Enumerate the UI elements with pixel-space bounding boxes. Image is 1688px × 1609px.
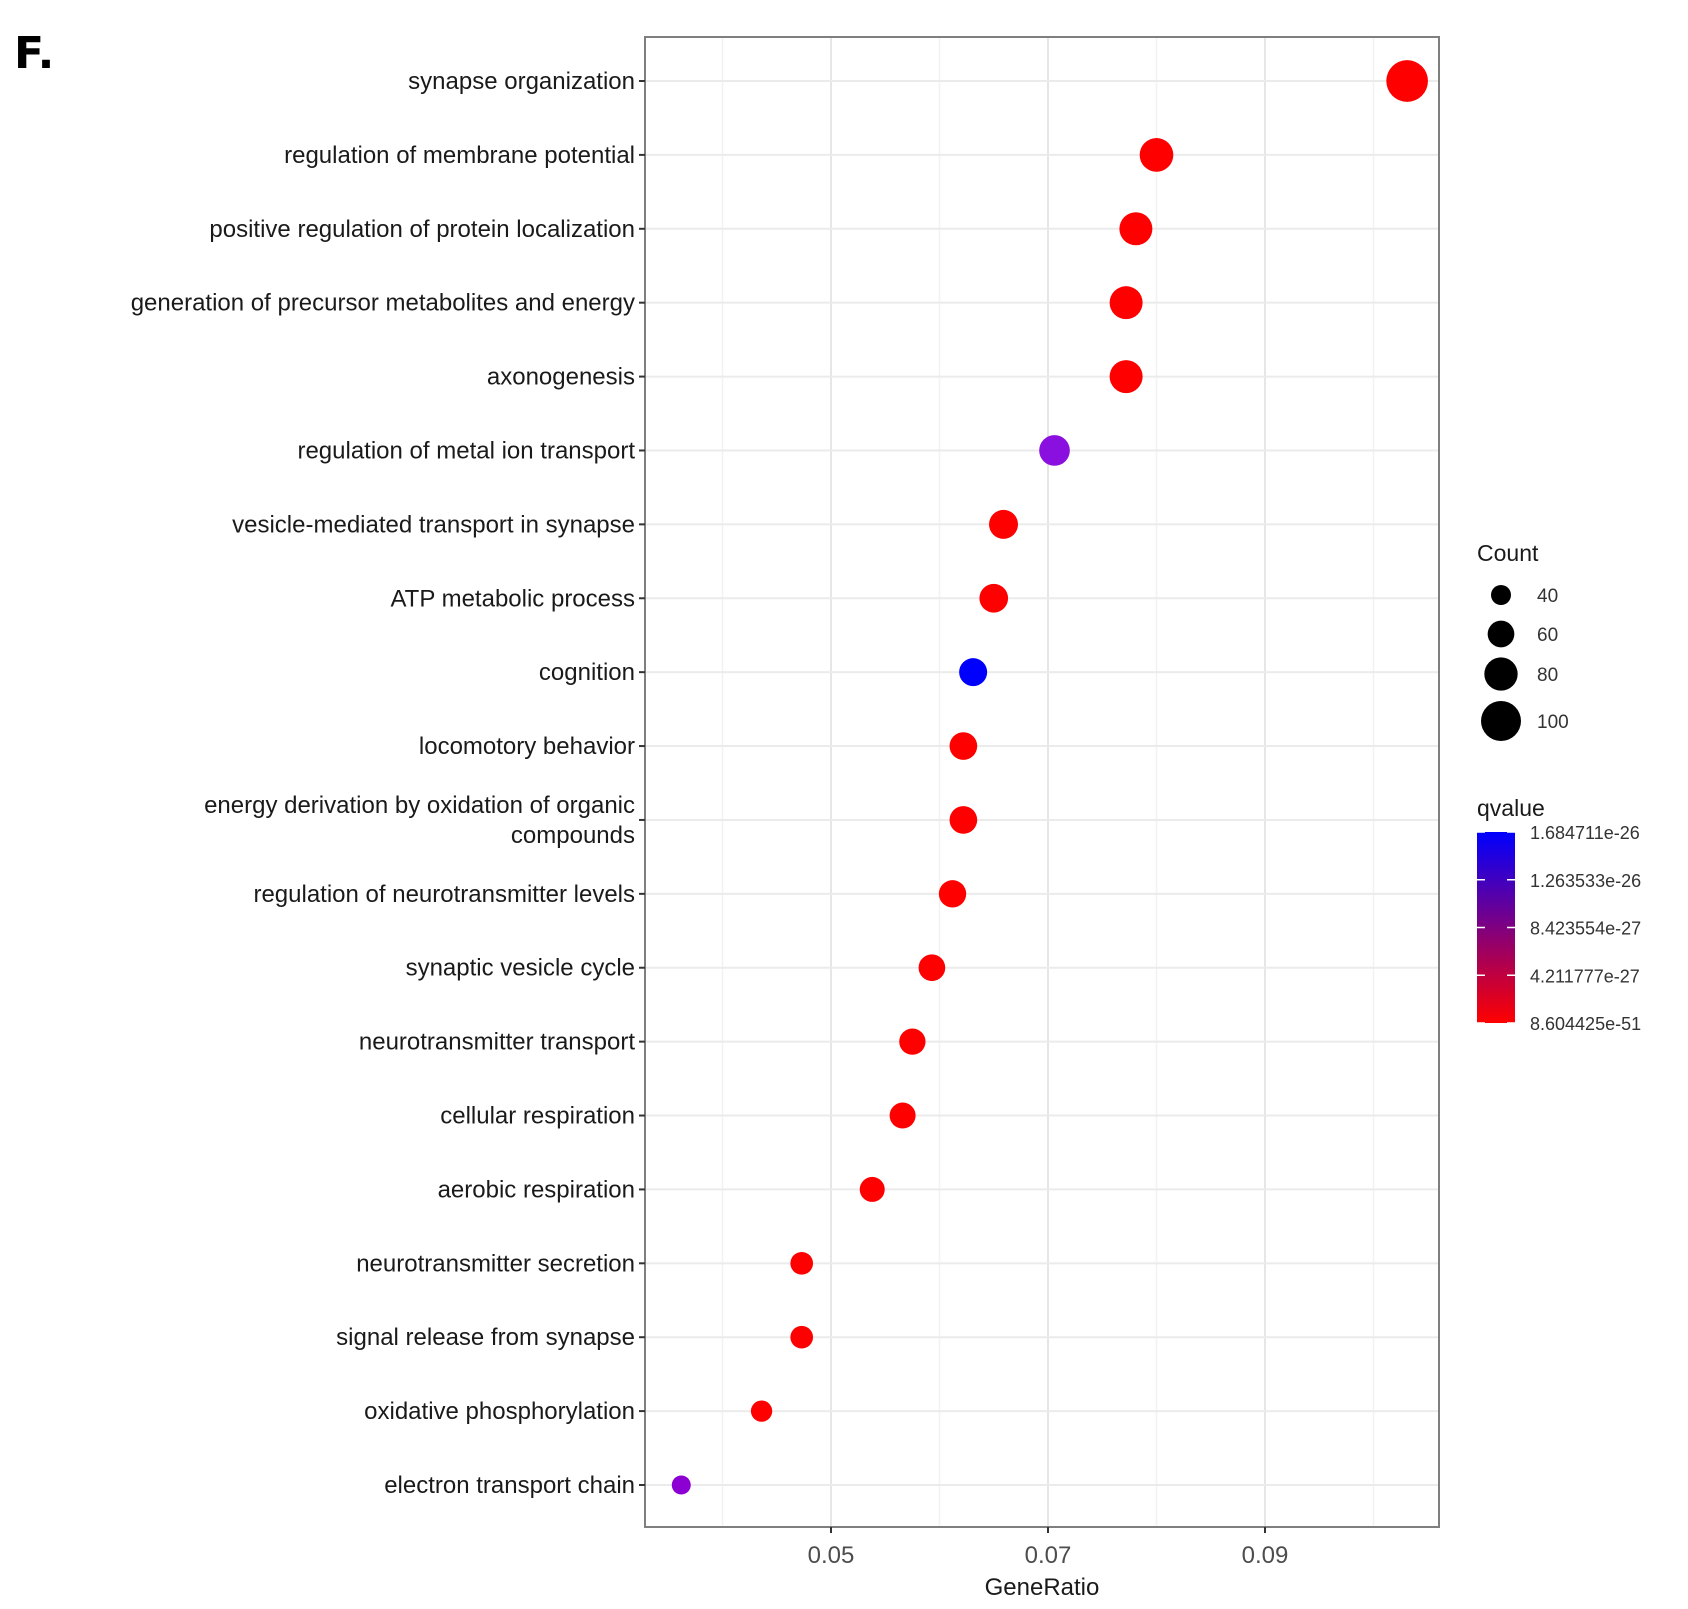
y-axis: synapse organization regulation of membra… bbox=[131, 68, 645, 1499]
y-tick-label: regulation of membrane potential bbox=[284, 142, 635, 169]
count-legend-key bbox=[1481, 701, 1521, 741]
data-point bbox=[959, 658, 988, 687]
y-tick-label: electron transport chain bbox=[384, 1472, 635, 1499]
count-legend: Count 40 60 80 100 bbox=[1477, 540, 1569, 741]
data-point bbox=[859, 1176, 885, 1202]
data-point bbox=[979, 583, 1009, 613]
data-point bbox=[1119, 212, 1153, 246]
data-point bbox=[1139, 138, 1174, 172]
gridlines bbox=[645, 37, 1439, 1527]
count-legend-title: Count bbox=[1477, 540, 1539, 566]
qvalue-legend-title: qvalue bbox=[1477, 795, 1545, 821]
data-point bbox=[938, 880, 967, 908]
x-tick-label: 0.07 bbox=[1025, 1542, 1072, 1569]
panel-letter: F. bbox=[14, 28, 55, 79]
count-legend-label: 60 bbox=[1537, 625, 1558, 646]
data-point bbox=[1109, 360, 1143, 394]
count-legend-key bbox=[1491, 585, 1511, 605]
qvalue-legend-label: 1.263533e-26 bbox=[1530, 871, 1641, 891]
y-tick-label: cellular respiration bbox=[440, 1103, 635, 1130]
qvalue-legend-label: 1.684711e-26 bbox=[1530, 823, 1640, 843]
y-tick-label: cognition bbox=[539, 659, 635, 686]
qvalue-legend-label: 4.211777e-27 bbox=[1530, 966, 1640, 986]
y-tick-label: signal release from synapse bbox=[336, 1324, 635, 1351]
data-point bbox=[889, 1102, 916, 1129]
count-legend-label: 100 bbox=[1537, 712, 1569, 733]
count-legend-label: 80 bbox=[1537, 665, 1558, 686]
y-tick-label: axonogenesis bbox=[487, 364, 635, 391]
y-tick-label: locomotory behavior bbox=[419, 733, 635, 760]
x-axis: 0.05 0.07 0.09 bbox=[808, 1527, 1289, 1569]
y-tick-label: energy derivation by oxidation of organi… bbox=[204, 792, 635, 849]
count-legend-key bbox=[1484, 657, 1518, 691]
data-point bbox=[1039, 435, 1070, 466]
y-tick-label: synaptic vesicle cycle bbox=[406, 955, 635, 982]
x-tick-label: 0.05 bbox=[808, 1542, 855, 1569]
data-point bbox=[1386, 60, 1428, 102]
y-tick-label: regulation of metal ion transport bbox=[297, 437, 635, 464]
data-point bbox=[989, 509, 1019, 539]
y-tick-label: positive regulation of protein localizat… bbox=[209, 216, 635, 243]
plot-panel-border bbox=[644, 36, 1440, 1528]
qvalue-legend: qvalue 1.684711e-26 1.263533e-26 8.423554e… bbox=[1477, 795, 1641, 1034]
data-point bbox=[949, 806, 978, 834]
y-tick-label: aerobic respiration bbox=[438, 1176, 635, 1203]
count-legend-label: 40 bbox=[1537, 586, 1558, 607]
data-point bbox=[918, 954, 946, 982]
y-tick-label: regulation of neurotransmitter levels bbox=[253, 881, 635, 908]
data-point bbox=[790, 1325, 814, 1349]
y-tick-label: neurotransmitter transport bbox=[359, 1029, 635, 1056]
count-legend-key bbox=[1487, 620, 1515, 648]
qvalue-legend-label: 8.423554e-27 bbox=[1530, 919, 1641, 939]
y-tick-label: oxidative phosphorylation bbox=[364, 1398, 635, 1425]
y-tick-label: vesicle-mediated transport in synapse bbox=[232, 511, 635, 538]
y-tick-label: ATP metabolic process bbox=[390, 585, 635, 612]
y-tick-label: neurotransmitter secretion bbox=[356, 1250, 635, 1277]
data-point bbox=[750, 1400, 773, 1422]
y-tick-label: generation of precursor metabolites and … bbox=[131, 290, 635, 317]
data-point bbox=[790, 1251, 814, 1275]
data-point bbox=[899, 1028, 926, 1055]
data-point bbox=[671, 1475, 691, 1495]
x-axis-title: GeneRatio bbox=[985, 1574, 1100, 1601]
data-point bbox=[949, 732, 978, 760]
qvalue-legend-label: 8.604425e-51 bbox=[1530, 1014, 1641, 1034]
data-point bbox=[1109, 286, 1143, 320]
x-tick-label: 0.09 bbox=[1242, 1542, 1289, 1569]
y-tick-label: synapse organization bbox=[408, 68, 635, 95]
data-points bbox=[671, 60, 1428, 1495]
